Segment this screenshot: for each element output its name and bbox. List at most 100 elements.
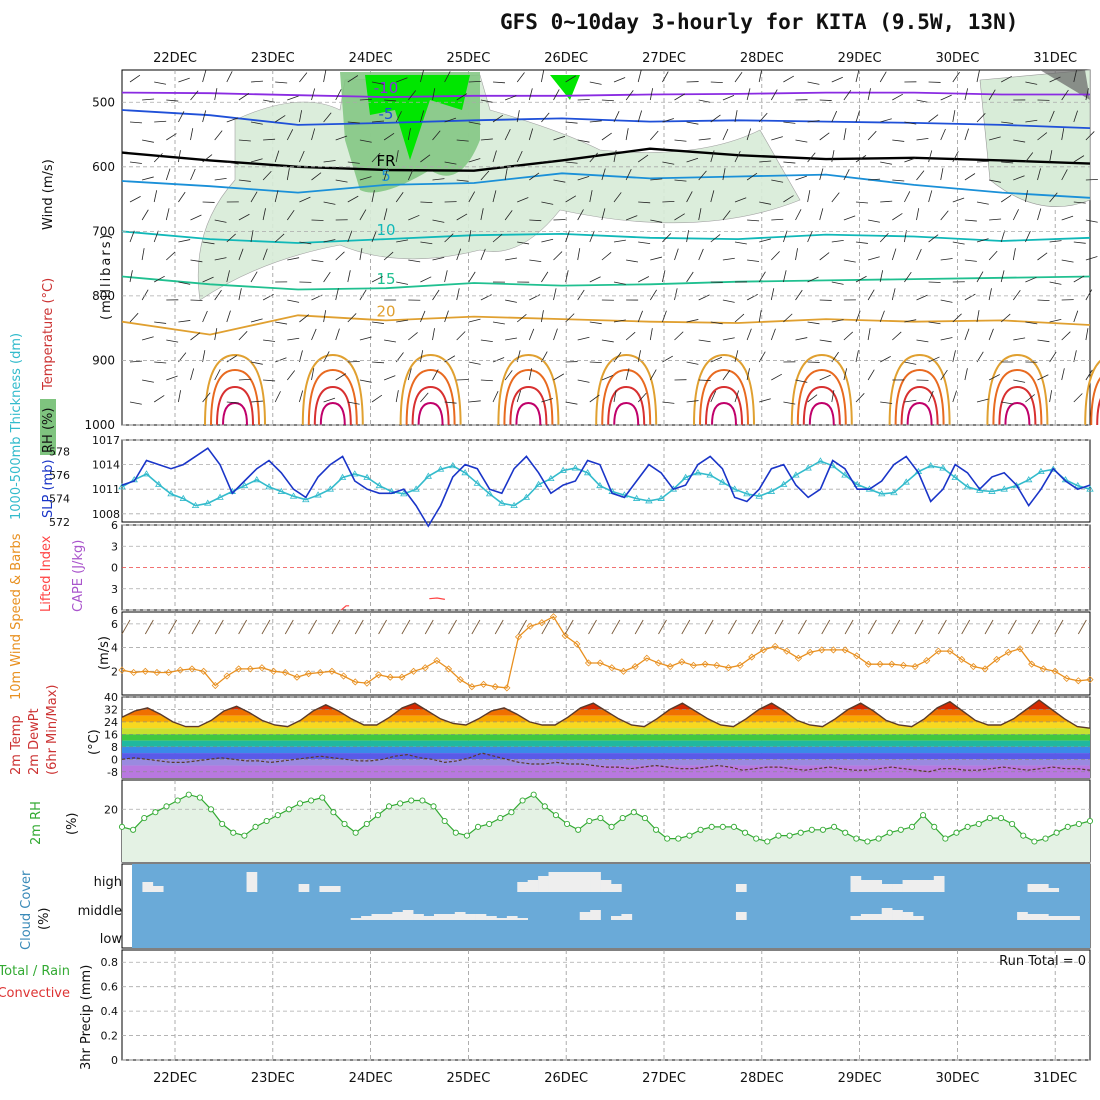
wind-barb — [771, 373, 782, 381]
wind-barb — [625, 169, 632, 181]
wind-barb — [492, 357, 505, 363]
wind-barb — [916, 138, 929, 141]
wind-barb — [758, 310, 762, 323]
wind-barb — [879, 310, 885, 323]
wind-barb — [468, 400, 481, 403]
wind-barb — [589, 81, 602, 85]
wind-barb — [855, 110, 860, 123]
wind-barb — [928, 190, 933, 203]
wind-barb — [250, 400, 263, 403]
warm-contour — [399, 353, 462, 426]
rh2m-marker — [764, 838, 771, 845]
wind10m-marker — [713, 661, 721, 669]
label-minmax: (6hr Min/Max) — [45, 685, 60, 775]
wind-barb — [541, 238, 554, 243]
cloud-high-bar — [558, 872, 570, 892]
wind-barb — [420, 350, 424, 363]
wind10m-barb — [354, 619, 364, 635]
li-tick--6: 6 — [111, 519, 118, 532]
wind-barb — [589, 321, 602, 325]
wind10m-marker — [200, 667, 208, 675]
cloud-middle-bar — [1069, 916, 1080, 920]
label-cloud-unit: (%) — [37, 908, 52, 931]
wind-barb — [613, 77, 626, 83]
rh2m-marker — [575, 826, 582, 833]
wind-barb — [395, 390, 399, 403]
wind-barb — [952, 241, 965, 245]
wind-barb — [637, 350, 641, 363]
wind10m-barb — [261, 619, 271, 635]
rh2m-marker — [486, 820, 493, 827]
wind-barb — [916, 170, 925, 181]
wind-barb — [613, 390, 617, 403]
wind-barb — [758, 112, 768, 123]
wind-barb — [819, 168, 824, 181]
wind-barb — [1001, 401, 1014, 405]
warm-contour — [204, 353, 266, 426]
upper-air-group: -10 -5 FR5 10 15 20 — [121, 69, 1100, 426]
wind-barb — [142, 98, 155, 101]
rh2m-marker — [564, 820, 571, 827]
wind-barb — [831, 281, 844, 285]
wind-barb — [129, 121, 142, 124]
wind-barb — [383, 208, 388, 221]
thickness-marker — [706, 471, 714, 478]
wind-barb — [686, 191, 693, 203]
wind10m-marker — [899, 661, 907, 669]
cloud-high-bar — [860, 880, 872, 892]
wind-barb — [674, 288, 678, 301]
wind-barb — [674, 213, 685, 221]
wind-barb — [432, 256, 445, 261]
wind-barb — [783, 270, 787, 283]
wind-barb — [504, 168, 508, 181]
date-label-bottom-28DEC: 28DEC — [740, 1071, 784, 1086]
wind-barb — [746, 328, 752, 341]
wind-barb — [528, 128, 534, 141]
wind-barb — [1037, 208, 1042, 221]
wind-barb — [734, 110, 738, 123]
wind-barb — [286, 129, 294, 141]
date-label-bottom-24DEC: 24DEC — [349, 1071, 393, 1086]
warm-contour — [417, 401, 444, 426]
wind-barb — [783, 230, 788, 243]
cloud-middle-bar — [433, 914, 445, 920]
wind-barb — [154, 361, 167, 364]
thickness-marker — [363, 473, 371, 480]
wind10m-marker — [281, 668, 289, 677]
pressure-tick-700: 700 — [92, 224, 115, 238]
thickness-marker — [877, 490, 886, 497]
rh2m-marker — [653, 826, 660, 833]
wind-barb — [541, 201, 554, 205]
wind-barb — [1085, 131, 1095, 141]
date-label-top-24DEC: 24DEC — [349, 51, 393, 66]
wind-barb — [734, 241, 747, 245]
wind-barb — [444, 71, 451, 83]
wind-barb — [238, 179, 251, 182]
wind-barb — [976, 398, 989, 403]
label-lifted-index: Lifted Index — [39, 535, 54, 612]
wind-barb — [432, 130, 441, 141]
wind-barb — [964, 219, 977, 222]
rh2m-marker — [1086, 817, 1094, 825]
wind-barb — [395, 192, 404, 203]
wind10m-barb — [121, 619, 131, 635]
thickness-marker — [976, 486, 984, 493]
wind-barb — [759, 160, 772, 163]
cloud-middle-bar — [902, 912, 914, 920]
wind-barb — [625, 368, 630, 381]
wind-barb — [129, 74, 141, 83]
wind-barb — [928, 321, 941, 325]
wind-barb — [601, 208, 606, 221]
wind-barb — [613, 150, 617, 163]
wind-barb — [952, 313, 962, 323]
wind10m-marker — [421, 664, 429, 672]
wind-barb — [517, 197, 529, 203]
rh2m-marker — [196, 794, 203, 801]
wind-barb — [867, 328, 871, 341]
run-total: Run Total = 0 — [999, 954, 1086, 969]
thickness-marker — [632, 494, 641, 501]
cloud-middle-bar — [912, 916, 924, 920]
precip-tick-0.4: 0.4 — [101, 1005, 119, 1018]
thickness-marker — [767, 487, 776, 494]
wind-barb — [323, 397, 336, 403]
